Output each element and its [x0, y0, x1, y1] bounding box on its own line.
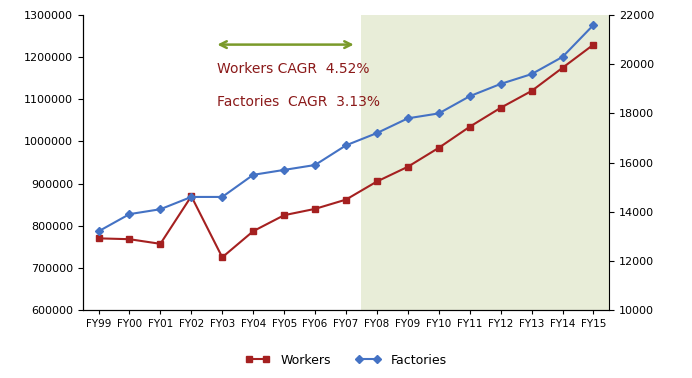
Workers [156, 242, 165, 246]
Factories [156, 207, 165, 212]
Workers [497, 105, 505, 110]
Workers [125, 237, 134, 242]
Legend: Workers, Factories: Workers, Factories [240, 349, 452, 372]
Factories [187, 195, 195, 199]
Factories [280, 168, 289, 172]
Factories [342, 143, 350, 148]
Text: Factories  CAGR  3.13%: Factories CAGR 3.13% [217, 95, 380, 109]
Workers [311, 207, 319, 211]
Workers [435, 146, 443, 150]
Workers [466, 124, 474, 129]
Factories [218, 195, 226, 199]
Workers [342, 197, 350, 202]
Factories [497, 82, 505, 86]
Workers [249, 229, 257, 234]
Workers [280, 213, 289, 217]
Workers [558, 65, 567, 70]
Factories [435, 111, 443, 116]
Workers [527, 89, 536, 93]
Factories [590, 23, 598, 27]
Workers [94, 236, 102, 241]
Factories [94, 229, 102, 234]
Text: Workers CAGR  4.52%: Workers CAGR 4.52% [217, 62, 370, 76]
Factories [373, 131, 381, 135]
Line: Workers: Workers [95, 42, 597, 260]
Line: Factories: Factories [95, 22, 597, 234]
Bar [361, 15, 609, 310]
Workers [590, 42, 598, 47]
Workers [403, 164, 412, 169]
Workers [187, 194, 195, 198]
Factories [311, 163, 319, 167]
Workers [373, 179, 381, 184]
Factories [527, 72, 536, 76]
Workers [218, 255, 226, 260]
Factories [249, 172, 257, 177]
Factories [558, 55, 567, 59]
Factories [125, 212, 134, 216]
Factories [403, 116, 412, 121]
Factories [466, 94, 474, 99]
